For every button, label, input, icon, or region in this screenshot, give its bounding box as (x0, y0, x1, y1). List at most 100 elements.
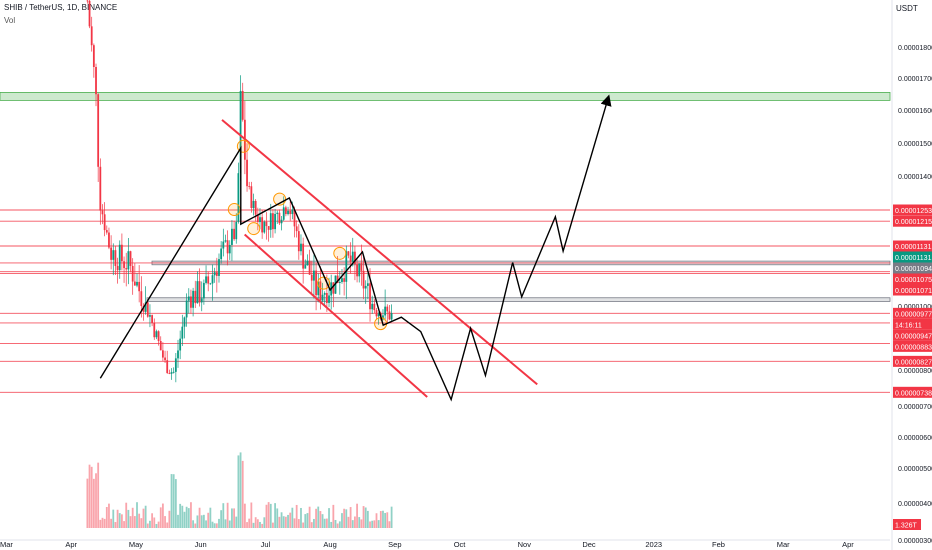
svg-text:0.00000977: 0.00000977 (895, 311, 932, 318)
candle (356, 259, 358, 283)
svg-text:0.00000827: 0.00000827 (895, 359, 932, 366)
volume-bar (92, 478, 95, 528)
volume-bar (209, 507, 212, 528)
volume-bar (149, 520, 151, 528)
candle (390, 304, 393, 322)
volume-bar (319, 511, 322, 528)
volume-bar (341, 513, 343, 528)
volume-bar (354, 516, 356, 528)
candle (295, 220, 298, 238)
candle (321, 282, 324, 303)
time-tick-label: Jul (261, 540, 271, 549)
volume-bar (297, 519, 300, 528)
candle (226, 230, 229, 266)
time-tick-label: Feb (712, 540, 725, 549)
price-tick-label: 0.00001000 (898, 304, 932, 311)
volume-bar (146, 523, 149, 528)
trend-channel (221, 119, 538, 398)
candle (159, 336, 162, 351)
candle (170, 368, 173, 380)
volume-bar (200, 515, 203, 528)
volume-bar (228, 520, 231, 528)
volume-bar (183, 511, 186, 528)
volume-bar (133, 516, 136, 528)
candle (373, 299, 376, 314)
candle (269, 203, 272, 238)
candle (233, 220, 235, 241)
candle (343, 267, 346, 296)
candle (138, 265, 141, 303)
volume-bar (382, 510, 384, 528)
channel-line-1 (244, 233, 428, 398)
volume-bar (231, 508, 233, 528)
volume-bar (332, 504, 335, 528)
candle (95, 63, 97, 107)
volume-bar (187, 508, 190, 528)
volume-bar (243, 503, 246, 528)
volume-bar (263, 517, 266, 528)
price-tick-label: 0.00000800 (898, 368, 932, 375)
volume-bar (289, 512, 292, 528)
candle (362, 256, 365, 300)
volume-bar (213, 523, 216, 528)
candle (136, 273, 138, 288)
candle (200, 281, 203, 312)
volume-bar (328, 508, 330, 528)
candle (198, 268, 201, 307)
candle (263, 220, 266, 234)
svg-text:0.00001094: 0.00001094 (895, 266, 932, 273)
volume-bar (177, 514, 179, 528)
candle (347, 251, 350, 259)
price-badge: 0.00000883 (893, 340, 932, 352)
price-tick-label: 0.00001800 (898, 45, 932, 52)
price-badge: 0.00000947 (893, 329, 932, 341)
volume-bar (291, 507, 294, 528)
volume-bar (358, 517, 361, 528)
candle (375, 307, 378, 320)
candle (313, 254, 315, 299)
candle (306, 254, 309, 266)
candle (364, 280, 367, 304)
candle (358, 263, 361, 283)
volume-bar (386, 512, 389, 528)
candle (164, 350, 166, 364)
volume-bar (155, 523, 158, 528)
volume-bar (334, 519, 337, 528)
candle (192, 287, 195, 317)
volume-bar (233, 508, 235, 528)
time-tick-label: Oct (454, 540, 467, 549)
price-axis: 0.00001800 0.00001700 0.00001600 0.00001500… (891, 0, 932, 550)
volume-bar (170, 474, 173, 528)
volume-bar (112, 509, 115, 528)
candle (209, 282, 212, 285)
pivot-marker-1 (227, 203, 241, 217)
volume-bar (153, 517, 156, 528)
price-badge: 0.00001131 (893, 240, 932, 252)
candle (151, 314, 154, 327)
volume-bar (131, 507, 134, 528)
candle (293, 206, 296, 238)
volume-bars (86, 452, 393, 528)
svg-text:0.00000738: 0.00000738 (895, 390, 932, 397)
candle (274, 208, 276, 234)
candle (161, 342, 164, 362)
volume-bar (224, 519, 227, 528)
candle (278, 209, 281, 225)
candle (149, 304, 151, 328)
price-tick-label: 0.00000600 (898, 435, 932, 442)
volume-bar (360, 519, 363, 528)
time-axis: Mar Apr May Jun Jul Aug Sep Oct Nov Dec 2023 Feb Mar… (0, 539, 890, 549)
time-tick-label: Mar (777, 540, 790, 549)
volume-bar (114, 522, 117, 528)
candle (256, 207, 259, 231)
pivot-marker-6 (374, 317, 388, 331)
volume-bar (202, 514, 205, 528)
candle (241, 82, 244, 122)
svg-text:14:16:11: 14:16:11 (895, 322, 922, 329)
volume-bar (138, 513, 141, 528)
candle (125, 252, 128, 287)
candle (235, 213, 238, 244)
candle (207, 271, 210, 292)
candle (287, 206, 289, 216)
